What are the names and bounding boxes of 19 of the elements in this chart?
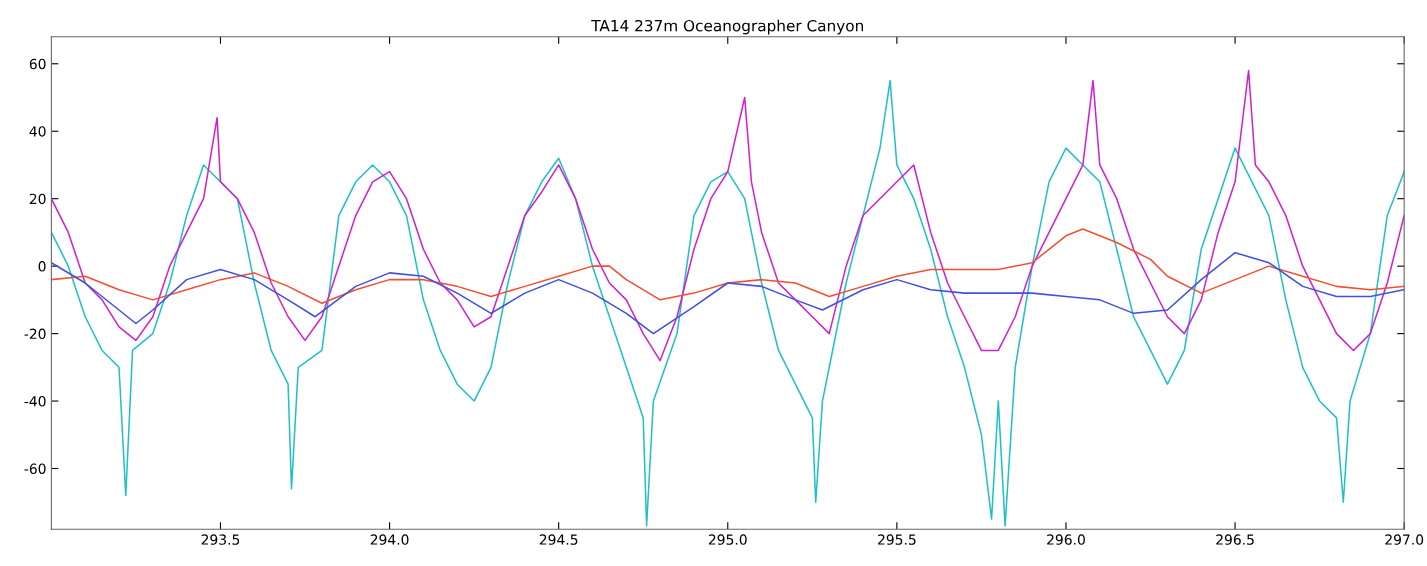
y-tick-label: 0 — [38, 261, 46, 272]
y-tick-label: 40 — [29, 126, 46, 137]
x-tick-label: 295.0 — [708, 534, 747, 545]
x-tick-label: 294.5 — [539, 534, 578, 545]
x-tick-label: 296.0 — [1047, 534, 1085, 545]
line-series — [51, 69, 1405, 362]
x-tick-label: 295.5 — [878, 534, 916, 545]
line-series — [51, 228, 1405, 305]
y-tick-label: -20 — [24, 328, 46, 340]
x-tick-label: 297.0 — [1385, 534, 1424, 545]
x-tick-label: 293.5 — [201, 534, 240, 545]
x-tick-label: 296.5 — [1216, 534, 1254, 545]
line-series — [51, 251, 1405, 335]
x-tick-label: 294.0 — [370, 534, 409, 545]
y-tick-label: 20 — [29, 193, 46, 205]
y-tick-label: 60 — [29, 58, 46, 70]
y-tick-label: -40 — [24, 396, 46, 407]
chart-title: TA14 237m Oceanographer Canyon — [591, 19, 863, 35]
y-tick-label: -60 — [24, 463, 46, 474]
